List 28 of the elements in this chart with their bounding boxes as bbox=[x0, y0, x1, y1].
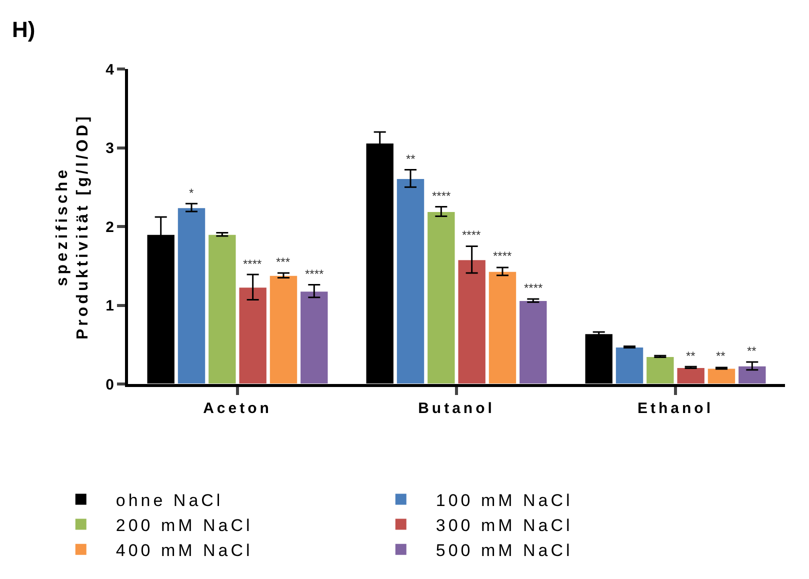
data-label: **** bbox=[305, 267, 324, 281]
data-label: **** bbox=[524, 281, 544, 295]
data-label: ** bbox=[747, 344, 757, 358]
legend-label: 400 mM NaCl bbox=[116, 541, 253, 560]
data-label: *** bbox=[276, 255, 290, 269]
data-label: ** bbox=[716, 349, 726, 363]
x-tick-label: Butanol bbox=[418, 400, 495, 417]
data-label: **** bbox=[432, 189, 452, 203]
legend-label: 200 mM NaCl bbox=[116, 516, 253, 535]
y-tick-label: 3 bbox=[106, 140, 114, 157]
legend-label: 100 mM NaCl bbox=[436, 490, 573, 510]
legend-label: 300 mM NaCl bbox=[436, 516, 573, 535]
data-label: ** bbox=[686, 349, 696, 363]
legend-label: 500 mM NaCl bbox=[436, 541, 573, 560]
y-tick-label: 2 bbox=[106, 218, 114, 236]
data-label: **** bbox=[493, 249, 512, 263]
data-label: ** bbox=[406, 152, 416, 166]
y-tick-label: 0 bbox=[106, 376, 114, 394]
x-tick-label: Ethanol bbox=[638, 400, 714, 417]
data-label: * bbox=[189, 186, 194, 200]
y-axis-title: spezifische Produktivität [g/l/OD] bbox=[54, 114, 92, 340]
x-tick-label: Aceton bbox=[203, 400, 272, 417]
y-tick-label: 4 bbox=[106, 61, 115, 78]
legend-label: ohne NaCl bbox=[116, 490, 224, 510]
y-tick-label: 1 bbox=[106, 298, 114, 314]
data-label: **** bbox=[243, 257, 262, 271]
chart-title: H) bbox=[12, 17, 36, 42]
data-label: **** bbox=[462, 228, 482, 242]
